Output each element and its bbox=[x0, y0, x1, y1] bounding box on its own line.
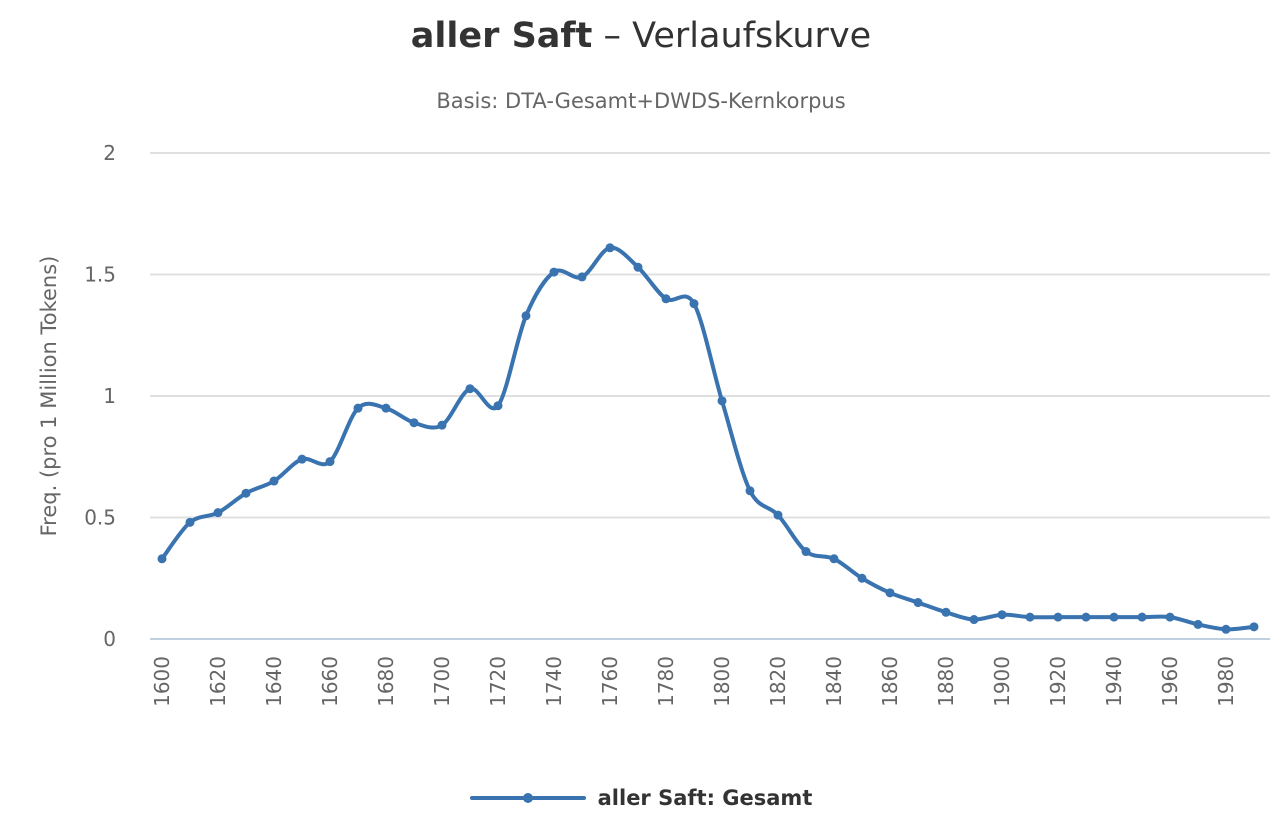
data-point[interactable] bbox=[745, 486, 755, 496]
series-line bbox=[160, 245, 1256, 632]
x-tick-label: 1980 bbox=[1214, 656, 1238, 707]
x-tick-label: 1600 bbox=[150, 656, 174, 707]
y-tick-label: 0.5 bbox=[84, 506, 116, 530]
x-tick-label: 1820 bbox=[766, 656, 790, 707]
x-tick-label: 1920 bbox=[1046, 656, 1070, 707]
data-point[interactable] bbox=[913, 598, 923, 608]
chart-title-main: aller Saft bbox=[410, 16, 593, 56]
legend-dot bbox=[522, 793, 533, 803]
data-point[interactable] bbox=[857, 573, 867, 583]
x-tick-label: 1840 bbox=[822, 656, 846, 707]
data-point[interactable] bbox=[1137, 612, 1147, 622]
data-point[interactable] bbox=[1109, 612, 1119, 622]
x-tick-label: 1780 bbox=[654, 656, 678, 707]
x-tick-label: 1660 bbox=[318, 656, 342, 707]
data-point[interactable] bbox=[997, 610, 1007, 620]
data-point[interactable] bbox=[269, 476, 279, 486]
data-point[interactable] bbox=[1025, 612, 1035, 622]
data-point[interactable] bbox=[157, 554, 167, 564]
x-tick-label: 1880 bbox=[934, 656, 958, 707]
data-point[interactable] bbox=[1053, 612, 1063, 622]
x-tick-label: 1760 bbox=[598, 656, 622, 707]
axes: 0 0.5 1 1.5 2 1600 1620 1640 1660 1680 1700 1720 174… bbox=[37, 141, 1238, 707]
data-point[interactable] bbox=[213, 508, 223, 518]
x-tick-label: 1720 bbox=[486, 656, 510, 707]
x-tick-label: 1960 bbox=[1158, 656, 1182, 707]
x-tick-label: 1740 bbox=[542, 656, 566, 707]
data-point[interactable] bbox=[521, 311, 531, 321]
x-tick-label: 1680 bbox=[374, 656, 398, 707]
data-point[interactable] bbox=[717, 396, 727, 406]
data-point[interactable] bbox=[577, 272, 587, 282]
data-point[interactable] bbox=[437, 420, 447, 430]
chart-title-rest: – Verlaufskurve bbox=[592, 16, 872, 56]
data-point[interactable] bbox=[633, 262, 643, 272]
data-point[interactable] bbox=[549, 267, 559, 277]
x-tick-label: 1900 bbox=[990, 656, 1014, 707]
data-point[interactable] bbox=[185, 517, 195, 527]
x-tick-label: 1800 bbox=[710, 656, 734, 707]
data-point[interactable] bbox=[465, 384, 475, 394]
chart-subtitle: Basis: DTA-Gesamt+DWDS-Kernkorpus bbox=[436, 89, 846, 113]
data-point[interactable] bbox=[493, 401, 503, 411]
legend-series-symbol bbox=[469, 788, 586, 808]
data-point[interactable] bbox=[661, 294, 671, 304]
x-tick-label: 1940 bbox=[1102, 656, 1126, 707]
x-tick-label: 1640 bbox=[262, 656, 286, 707]
y-tick-label: 1 bbox=[103, 384, 116, 408]
x-tick-label: 1700 bbox=[430, 656, 454, 707]
line-chart: 0 0.5 1 1.5 2 1600 1620 1640 1660 1680 1700 1720 174… bbox=[37, 141, 1270, 707]
chart-title: aller Saft – Verlaufskurve bbox=[0, 16, 1282, 56]
data-point[interactable] bbox=[1221, 624, 1231, 634]
data-point[interactable] bbox=[885, 588, 895, 598]
data-point[interactable] bbox=[241, 488, 251, 498]
data-point[interactable] bbox=[605, 243, 615, 253]
data-point[interactable] bbox=[381, 403, 391, 413]
legend[interactable]: aller Saft: Gesamt bbox=[0, 786, 1282, 810]
data-point[interactable] bbox=[969, 615, 979, 625]
data-point[interactable] bbox=[297, 454, 307, 464]
y-tick-label: 2 bbox=[103, 141, 116, 165]
x-tick-label: 1860 bbox=[878, 656, 902, 707]
gridlines bbox=[150, 152, 1270, 640]
data-point[interactable] bbox=[1193, 619, 1203, 629]
y-axis-title: Freq. (pro 1 Million Tokens) bbox=[37, 256, 61, 537]
data-point[interactable] bbox=[1165, 612, 1175, 622]
data-point[interactable] bbox=[1081, 612, 1091, 622]
y-tick-label: 1.5 bbox=[84, 263, 116, 287]
series-layer bbox=[157, 243, 1259, 634]
data-point[interactable] bbox=[689, 299, 699, 309]
data-point[interactable] bbox=[773, 510, 783, 520]
data-point[interactable] bbox=[409, 418, 419, 428]
data-point[interactable] bbox=[325, 457, 335, 467]
legend-item-label[interactable]: aller Saft: Gesamt bbox=[597, 786, 813, 810]
data-point[interactable] bbox=[353, 403, 363, 413]
data-point[interactable] bbox=[801, 547, 811, 557]
data-point[interactable] bbox=[1249, 622, 1259, 632]
x-tick-label: 1620 bbox=[206, 656, 230, 707]
y-tick-label: 0 bbox=[103, 627, 116, 651]
data-point[interactable] bbox=[941, 607, 951, 617]
data-point[interactable] bbox=[829, 554, 839, 564]
